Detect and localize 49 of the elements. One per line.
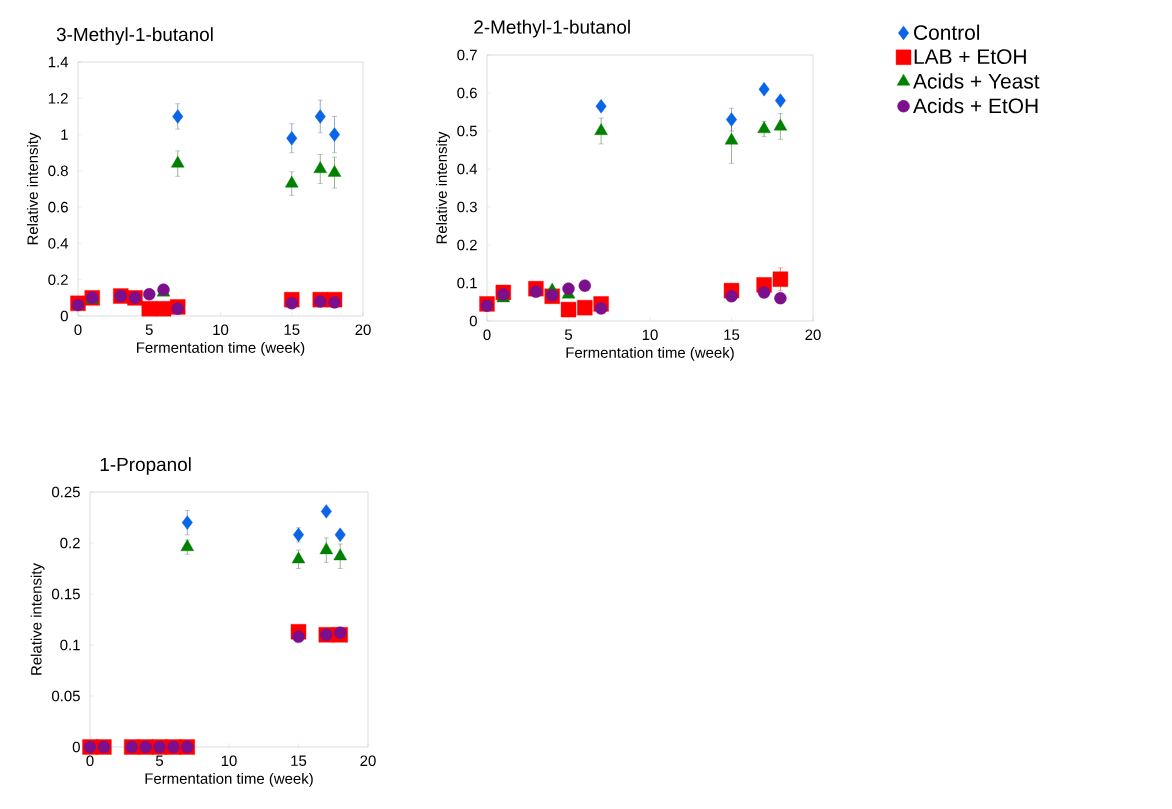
y-tick-label: 0 <box>72 741 80 753</box>
x-tick-label: 0 <box>483 329 491 341</box>
y-tick-label: 0.1 <box>60 639 80 651</box>
x-axis-title: Fermentation time (week) <box>137 341 305 356</box>
y-tick-label: 0.4 <box>457 163 478 175</box>
y-tick-label: 0 <box>469 315 477 327</box>
chart-title: 3-Methyl-1-butanol <box>56 27 213 45</box>
x-tick-label: 5 <box>564 329 573 340</box>
y-tick-label: 0.05 <box>52 690 80 702</box>
y-tick-label: 0 <box>60 310 68 322</box>
legend-label: LAB + EtOH <box>914 49 1026 65</box>
x-tick-label: 10 <box>221 755 237 767</box>
legend-label: Acids + EtOH <box>913 97 1038 114</box>
x-tick-label: 0 <box>86 755 94 767</box>
y-axis-title: Relative intensity <box>435 131 450 244</box>
y-tick-label: 1.4 <box>48 56 69 68</box>
x-tick-label: 5 <box>145 324 153 335</box>
chart-title: 1-Propanol <box>100 457 191 475</box>
y-tick-label: 0.1 <box>457 277 477 289</box>
chart-title: 2-Methyl-1-butanol <box>474 19 630 38</box>
y-tick-label: 0.6 <box>48 201 68 213</box>
x-tick-label: 5 <box>155 755 164 766</box>
x-tick-label: 15 <box>291 755 307 766</box>
x-tick-label: 10 <box>213 324 229 336</box>
y-tick-label: 0.2 <box>457 239 477 251</box>
x-axis-title: Fermentation time (week) <box>566 346 734 361</box>
legend-label: Acids + Yeast <box>913 73 1040 89</box>
y-tick-label: 0.8 <box>48 165 68 177</box>
legend-label: Control <box>914 24 980 40</box>
y-axis-title: Relative intensity <box>30 563 45 675</box>
y-axis-title: Relative intensity <box>26 132 41 245</box>
y-tick-label: 0.4 <box>48 238 69 249</box>
x-tick-label: 20 <box>805 329 821 341</box>
x-tick-label: 15 <box>724 329 740 340</box>
x-axis-title: Fermentation time (week) <box>145 772 313 787</box>
y-tick-label: 0.7 <box>457 49 477 61</box>
x-tick-label: 10 <box>642 329 658 341</box>
y-tick-label: 1 <box>61 129 68 140</box>
y-tick-label: 0.2 <box>60 537 80 549</box>
y-tick-label: 1.2 <box>48 93 68 104</box>
y-tick-label: 0.6 <box>457 87 477 99</box>
y-tick-label: 0.15 <box>52 588 80 600</box>
y-tick-label: 0.25 <box>52 486 80 498</box>
x-tick-label: 20 <box>360 755 376 767</box>
y-tick-label: 0.2 <box>48 274 68 285</box>
x-tick-label: 20 <box>355 324 371 336</box>
y-tick-label: 0.5 <box>457 125 477 137</box>
x-tick-label: 15 <box>284 324 300 335</box>
y-tick-label: 0.3 <box>457 201 477 213</box>
